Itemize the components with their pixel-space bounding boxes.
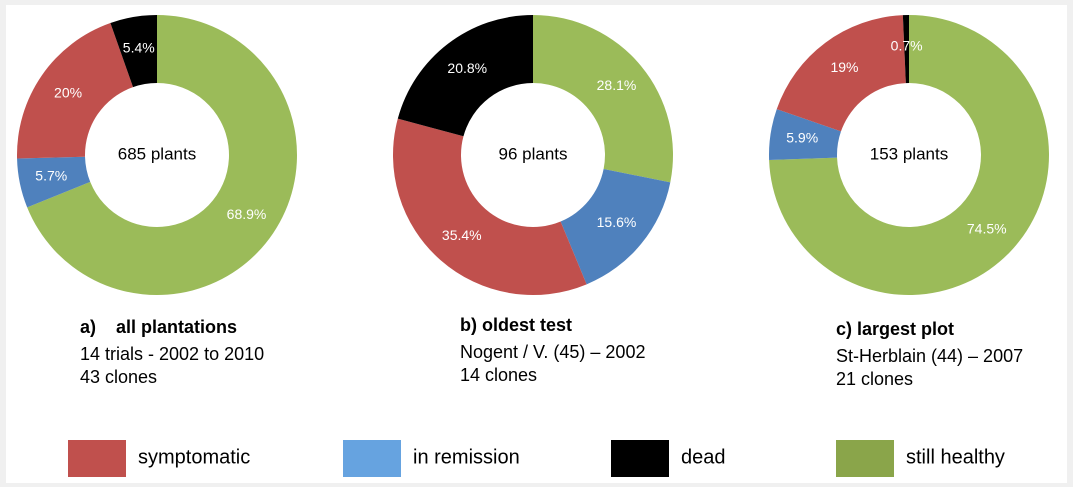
donut-segment (17, 156, 91, 208)
donut-segment (27, 15, 297, 295)
value-label: 28.1% (597, 77, 637, 93)
value-label: 5.4% (123, 39, 155, 55)
legend-swatch (611, 440, 669, 477)
legend-label: symptomatic (138, 446, 250, 468)
caption-title: a) all plantations (80, 317, 237, 337)
value-label: 74.5% (967, 221, 1007, 237)
value-label: 0.7% (891, 38, 923, 54)
value-label: 35.4% (442, 227, 482, 243)
value-label: 5.7% (35, 168, 67, 184)
caption-line: 14 clones (460, 365, 537, 385)
caption-line: 21 clones (836, 369, 913, 389)
caption-line: 14 trials - 2002 to 2010 (80, 344, 264, 364)
value-label: 15.6% (597, 214, 637, 230)
legend-swatch (343, 440, 401, 477)
center-label: 685 plants (118, 144, 196, 163)
legend-label: dead (681, 446, 726, 468)
center-label: 96 plants (499, 144, 568, 163)
legend-label: in remission (413, 446, 520, 468)
legend-label: still healthy (906, 446, 1005, 468)
legend-swatch (836, 440, 894, 477)
donut-segment (393, 118, 587, 295)
donut-segment (560, 169, 671, 285)
donut-segment (769, 109, 841, 161)
center-label: 153 plants (870, 144, 948, 163)
value-label: 20% (54, 84, 82, 100)
caption-line: Nogent / V. (45) – 2002 (460, 342, 645, 362)
donut-segment (776, 15, 906, 132)
donut-segment (17, 22, 134, 159)
value-label: 68.9% (227, 206, 267, 222)
value-label: 19% (830, 59, 858, 75)
caption-title: c) largest plot (836, 319, 954, 339)
donut-segment (769, 15, 1049, 295)
legend-swatch (68, 440, 126, 477)
value-label: 5.9% (786, 130, 818, 146)
caption-line: 43 clones (80, 367, 157, 387)
caption-line: St-Herblain (44) – 2007 (836, 346, 1023, 366)
donut-segment (397, 15, 533, 137)
caption-title: b) oldest test (460, 315, 572, 335)
donut-segment (110, 15, 157, 88)
donut-segment (902, 15, 909, 84)
value-label: 20.8% (447, 60, 487, 76)
donut-segment (533, 15, 673, 183)
